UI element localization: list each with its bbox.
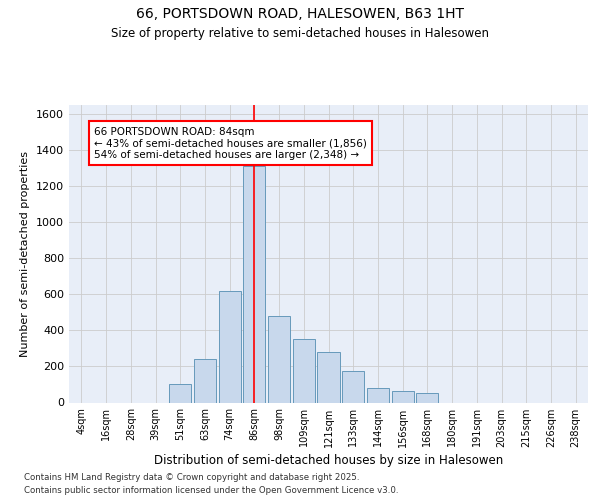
Text: 66 PORTSDOWN ROAD: 84sqm
← 43% of semi-detached houses are smaller (1,856)
54% o: 66 PORTSDOWN ROAD: 84sqm ← 43% of semi-d…: [94, 126, 367, 160]
Text: 66, PORTSDOWN ROAD, HALESOWEN, B63 1HT: 66, PORTSDOWN ROAD, HALESOWEN, B63 1HT: [136, 8, 464, 22]
Y-axis label: Number of semi-detached properties: Number of semi-detached properties: [20, 151, 31, 357]
Bar: [293, 340, 315, 402]
Bar: [416, 394, 439, 402]
X-axis label: Distribution of semi-detached houses by size in Halesowen: Distribution of semi-detached houses by …: [154, 454, 503, 466]
Bar: [367, 388, 389, 402]
Bar: [218, 290, 241, 403]
Text: Contains public sector information licensed under the Open Government Licence v3: Contains public sector information licen…: [24, 486, 398, 495]
Bar: [317, 352, 340, 403]
Bar: [243, 166, 265, 402]
Bar: [194, 359, 216, 403]
Bar: [392, 391, 414, 402]
Bar: [268, 316, 290, 402]
Bar: [342, 371, 364, 402]
Text: Size of property relative to semi-detached houses in Halesowen: Size of property relative to semi-detach…: [111, 28, 489, 40]
Text: Contains HM Land Registry data © Crown copyright and database right 2025.: Contains HM Land Registry data © Crown c…: [24, 472, 359, 482]
Bar: [169, 384, 191, 402]
